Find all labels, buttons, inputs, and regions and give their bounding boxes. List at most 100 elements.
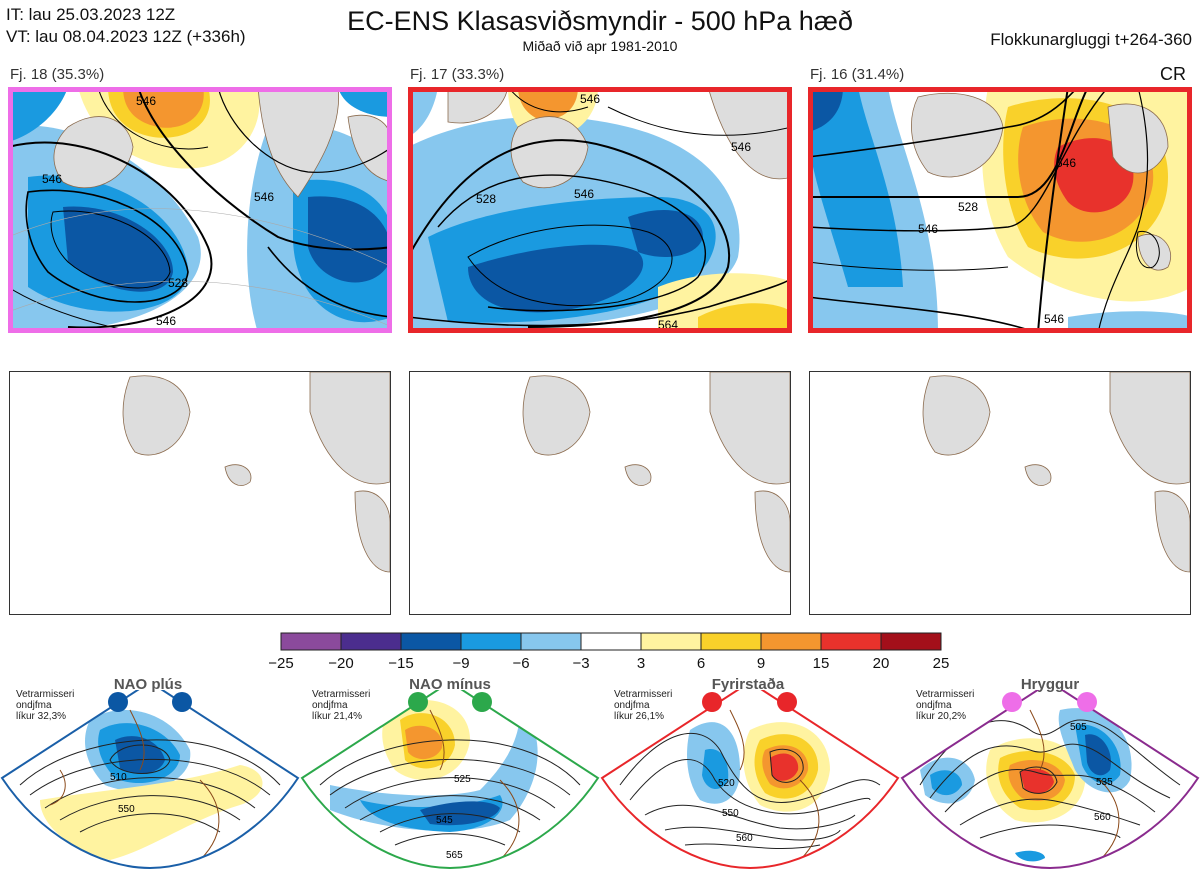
regime-label-1-1: 510	[110, 772, 127, 783]
contour-label-1-5: 546	[136, 94, 156, 108]
cluster-caption-3: Fj. 16 (31.4%)	[810, 66, 905, 83]
colorbar-tick: 15	[812, 655, 830, 672]
regime-fan-outline-3	[600, 680, 900, 870]
contour-label-1-2: 546	[254, 190, 274, 204]
colorbar-tick: −20	[328, 655, 354, 672]
contour-label-2-4: 546	[580, 92, 600, 106]
contour-label-2-2: 546	[574, 187, 594, 201]
regime-name-2: NAO mínus	[409, 676, 491, 693]
contour-label-3-2: 528	[958, 200, 978, 214]
contour-label-3-3: 546	[918, 222, 938, 236]
regime-meta-1: Vetrarmisseri ondjfma líkur 32,3%	[16, 689, 74, 722]
classification-window: Flokkunargluggi t+264-360	[990, 30, 1192, 49]
land-mass	[922, 372, 1190, 573]
colorbar-tick: 9	[756, 655, 766, 672]
valid-time: VT: lau 08.04.2023 12Z (+336h)	[6, 27, 246, 46]
regime-probability: líkur 32,3%	[16, 711, 67, 722]
regime-name-4: Hryggur	[1020, 676, 1080, 693]
regime-label-2-1: 525	[454, 774, 471, 785]
regime-probability: líkur 21,4%	[312, 711, 363, 722]
colorbar-swatch	[280, 632, 342, 651]
land-mass	[53, 87, 392, 198]
regime-label-3-2: 550	[722, 808, 739, 819]
regime-label-3-3: 560	[736, 833, 753, 844]
land-mass	[522, 372, 790, 573]
empty-map-2[interactable]	[409, 371, 791, 615]
empty-map-3[interactable]	[809, 371, 1191, 615]
height-contours	[408, 87, 792, 328]
colorbar	[280, 632, 944, 657]
cluster-map-2[interactable]: 546 546 528 546 564	[408, 87, 792, 333]
cluster-map-1[interactable]: 546 546 546 528 546	[8, 87, 392, 333]
contour-labels: 546 546 546 528 546	[42, 94, 274, 328]
colorbar-tick: −9	[452, 655, 470, 672]
cluster-frame-1	[8, 87, 392, 333]
colorbar-swatch	[880, 632, 942, 651]
regime-fan-outline-1	[0, 680, 300, 870]
cluster-frame-3	[808, 87, 1192, 333]
regime-probability: líkur 20,2%	[916, 711, 967, 722]
colorbar-tick: 20	[872, 655, 890, 672]
regime-map-3	[619, 709, 881, 861]
regime-label-4-1: 505	[1070, 722, 1087, 733]
regime-fan-outline-4	[900, 680, 1200, 870]
regime-map-1	[19, 709, 281, 861]
header-times: IT: lau 25.03.2023 12Z VT: lau 08.04.202…	[6, 4, 246, 48]
colorbar-swatch	[760, 632, 822, 651]
land-mass	[447, 87, 792, 189]
regime-dot-2a	[408, 692, 428, 712]
colorbar-swatch	[700, 632, 762, 651]
regime-meta-line: ondjfma	[312, 700, 348, 711]
regime-dot-4a	[1002, 692, 1022, 712]
contour-label-3-1: 546	[1056, 156, 1076, 170]
regime-meta-line: ondjfma	[614, 700, 650, 711]
colorbar-tick: 3	[636, 655, 646, 672]
contour-label-2-1: 546	[731, 140, 751, 154]
page-title: EC-ENS Klasasviðsmyndir - 500 hPa hæð	[347, 6, 853, 36]
regime-label-1-2: 550	[118, 804, 135, 815]
regime-label-2-2: 545	[436, 815, 453, 826]
empty-map-1[interactable]	[9, 371, 391, 615]
regime-probability: líkur 26,1%	[614, 711, 665, 722]
regime-panels: 510 550 525 545 565	[0, 680, 1200, 871]
regime-map-2	[319, 700, 581, 861]
contour-label-1-1: 546	[42, 172, 62, 186]
regime-fan-outline-2	[300, 680, 600, 870]
colorbar-tick: 25	[932, 655, 950, 672]
contour-labels: 546 528 546 546	[918, 156, 1076, 326]
colorbar-tick: −25	[268, 655, 294, 672]
regime-label-4-2: 535	[1096, 777, 1113, 788]
regime-map-4	[919, 708, 1181, 862]
regime-dot-1a	[108, 692, 128, 712]
anomaly-fill	[408, 87, 792, 333]
height-contours	[8, 87, 392, 333]
contour-label-3-4: 546	[1044, 312, 1064, 326]
colorbar-swatch	[400, 632, 462, 651]
colorbar-swatch	[580, 632, 642, 651]
cluster-caption-1: Fj. 18 (35.3%)	[10, 66, 105, 83]
regime-label-2-3: 565	[446, 850, 463, 861]
land-mass	[911, 92, 1171, 271]
colorbar-swatch	[340, 632, 402, 651]
colorbar-swatch	[460, 632, 522, 651]
regime-meta-3: Vetrarmisseri ondjfma líkur 26,1%	[614, 689, 672, 722]
regime-meta-line: Vetrarmisseri	[16, 689, 75, 700]
colorbar-swatch	[640, 632, 702, 651]
colorbar-swatches	[280, 632, 942, 651]
regime-meta-line: Vetrarmisseri	[312, 689, 371, 700]
cr-label: CR	[1160, 64, 1186, 84]
colorbar-swatch	[520, 632, 582, 651]
colorbar-tick: 6	[696, 655, 706, 672]
regime-dot-4b	[1077, 692, 1097, 712]
regime-meta-4: Vetrarmisseri ondjfma líkur 20,2%	[916, 689, 974, 722]
regime-meta-line: Vetrarmisseri	[916, 689, 975, 700]
anomaly-fill	[8, 87, 392, 333]
cluster-map-3[interactable]: 546 528 546 546	[808, 87, 1192, 333]
colorbar-tick: −15	[388, 655, 414, 672]
regime-dot-2b	[472, 692, 492, 712]
regime-meta-line: Vetrarmisseri	[614, 689, 673, 700]
regime-dot-3a	[702, 692, 722, 712]
regime-name-1: NAO plús	[113, 676, 183, 693]
colorbar-tick: −6	[512, 655, 530, 672]
cluster-frame-2	[408, 87, 792, 333]
